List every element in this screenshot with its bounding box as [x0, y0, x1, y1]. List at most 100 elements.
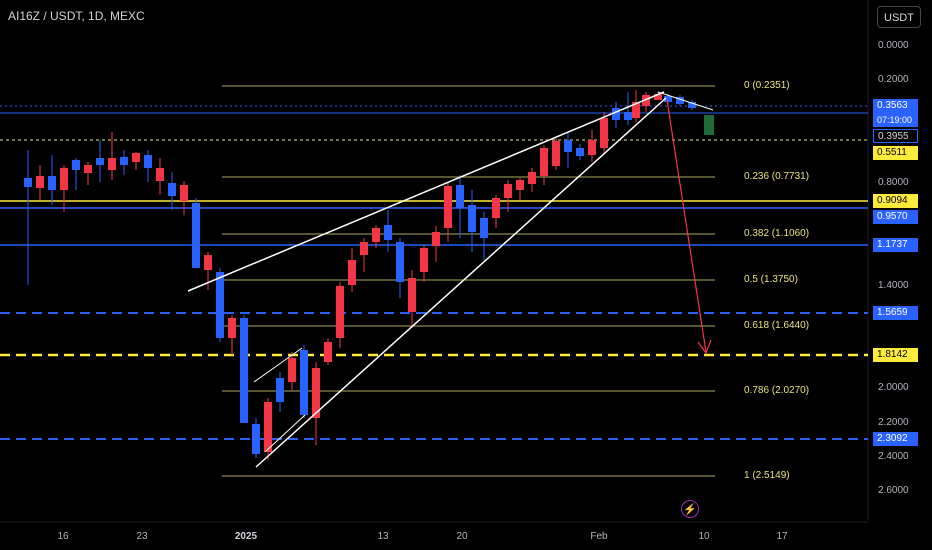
- candle-body: [600, 118, 608, 148]
- price-scale-label: 2.4000: [878, 451, 909, 462]
- price-scale-label: 2.2000: [878, 417, 909, 428]
- candle-body: [420, 248, 428, 272]
- candle: [228, 315, 236, 355]
- small-flag-upper-line[interactable]: [253, 347, 303, 383]
- candle: [588, 130, 596, 162]
- candle-body: [84, 165, 92, 173]
- candle-body: [504, 184, 512, 198]
- candle: [192, 198, 200, 268]
- lightning-icon[interactable]: ⚡: [681, 500, 699, 518]
- candle: [300, 345, 308, 418]
- currency-button[interactable]: USDT: [877, 6, 921, 28]
- wedge-lower-trendline[interactable]: [255, 97, 667, 468]
- candle-body: [264, 402, 272, 452]
- fib-label-0.382: 0.382 (1.1060): [744, 228, 810, 239]
- candle-body: [480, 218, 488, 238]
- candle: [444, 182, 452, 242]
- candle: [180, 181, 188, 215]
- price-tag-1.5659: 1.5659: [873, 306, 918, 320]
- fib-label-0: 0 (0.2351): [744, 80, 790, 91]
- candle: [688, 100, 696, 110]
- candle: [240, 315, 248, 423]
- fibonacci-retracement[interactable]: [222, 85, 715, 477]
- candle: [480, 212, 488, 260]
- candle-body: [132, 153, 140, 162]
- candle: [372, 225, 380, 248]
- price-tag-2.3092: 2.3092: [873, 432, 918, 446]
- price-scale-label: 2.0000: [878, 382, 909, 393]
- candle: [288, 352, 296, 390]
- candle-body: [432, 232, 440, 246]
- candle: [24, 150, 32, 285]
- countdown-tag: 07:19:00: [873, 113, 918, 127]
- candle: [576, 144, 584, 160]
- candle: [492, 195, 500, 228]
- price-scale-label: 2.6000: [878, 485, 909, 496]
- candle: [144, 150, 152, 182]
- candle-body: [516, 180, 524, 190]
- candle-body: [348, 260, 356, 285]
- candle-body: [408, 278, 416, 312]
- candle-body: [144, 155, 152, 168]
- candle-body: [624, 112, 632, 120]
- candle: [276, 372, 284, 412]
- candle-body: [664, 96, 672, 102]
- candle: [84, 162, 92, 185]
- candle-body: [564, 140, 572, 152]
- candle: [48, 155, 56, 205]
- candle-body: [288, 358, 296, 382]
- candle: [312, 362, 320, 445]
- candle: [564, 133, 572, 168]
- candle-body: [612, 108, 620, 120]
- candlestick-series: [24, 90, 696, 460]
- price-tag-0.9570: 0.9570: [873, 210, 918, 224]
- candle: [600, 112, 608, 155]
- candle-body: [492, 198, 500, 218]
- small-flag-lower-line[interactable]: [264, 414, 306, 453]
- candle: [528, 168, 536, 192]
- fib-label-0.786: 0.786 (2.0270): [744, 385, 810, 396]
- time-axis-label: Feb: [590, 531, 608, 542]
- candle-body: [312, 368, 320, 418]
- fib-label-0.618: 0.618 (1.6440): [744, 320, 810, 331]
- wedge-upper-trendline[interactable]: [187, 91, 665, 292]
- time-axis-label: 17: [776, 531, 788, 542]
- projection-arrow-head: [697, 339, 712, 355]
- candle-body: [688, 102, 696, 108]
- candle-body: [300, 350, 308, 415]
- candle: [204, 252, 212, 290]
- candle-body: [96, 158, 104, 165]
- top-resistance-line[interactable]: [657, 91, 714, 111]
- candle-body: [108, 158, 116, 170]
- candle: [420, 245, 428, 282]
- candle-body: [192, 203, 200, 268]
- candle-body: [276, 378, 284, 402]
- projection-arrow-line[interactable]: [666, 99, 707, 353]
- candle-body: [60, 168, 68, 190]
- candle-body: [468, 205, 476, 232]
- candle: [360, 238, 368, 272]
- price-scale-label: 1.4000: [878, 280, 909, 291]
- pending-candle: [704, 115, 714, 135]
- price-scale-label: 0.2000: [878, 74, 909, 85]
- candle-body: [216, 272, 224, 338]
- candle-body: [552, 141, 560, 166]
- candle-body: [444, 186, 452, 228]
- candle-body: [324, 342, 332, 362]
- candle-body: [36, 176, 44, 188]
- candle: [612, 102, 620, 128]
- candle-body: [540, 148, 548, 176]
- fib-label-1: 1 (2.5149): [744, 470, 790, 481]
- candle-body: [384, 225, 392, 240]
- candle-body: [528, 172, 536, 184]
- candle: [384, 210, 392, 252]
- candle: [516, 178, 524, 200]
- time-axis-label: 10: [698, 531, 710, 542]
- candle-body: [240, 318, 248, 423]
- price-tag-1.8142: 1.8142: [873, 348, 918, 362]
- candle: [348, 248, 356, 292]
- candle: [60, 165, 68, 212]
- candle-body: [120, 157, 128, 165]
- symbol-title: AI16Z / USDT, 1D, MEXC: [8, 9, 145, 23]
